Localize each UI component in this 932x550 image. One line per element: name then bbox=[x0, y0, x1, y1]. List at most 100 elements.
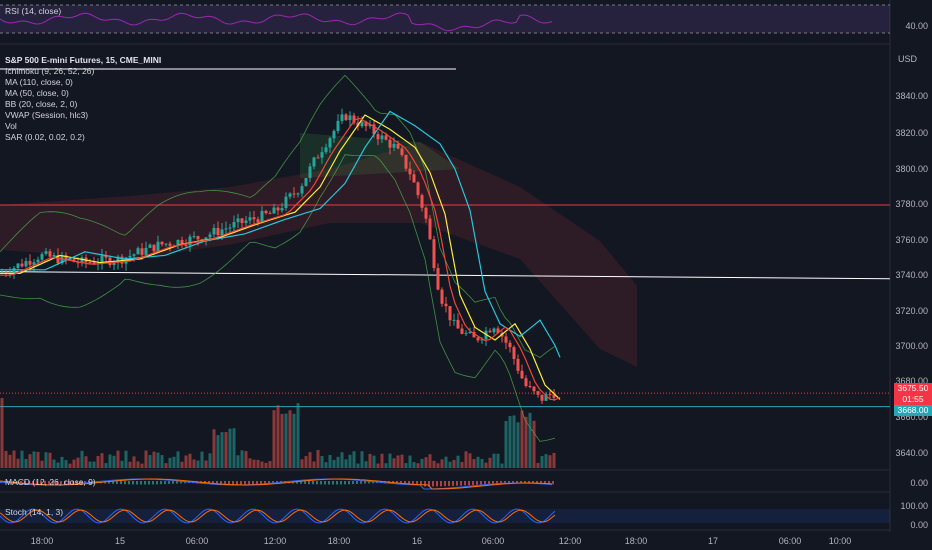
candle-body bbox=[368, 124, 372, 127]
candle-body bbox=[68, 258, 72, 260]
macd-histogram-bar bbox=[152, 481, 154, 485]
macd-histogram-bar bbox=[344, 481, 346, 485]
indicator-ma50[interactable]: MA (50, close, 0) bbox=[5, 88, 69, 98]
macd-histogram-bar bbox=[360, 481, 362, 484]
indicator-bb[interactable]: BB (20, close, 2, 0) bbox=[5, 99, 78, 109]
volume-bar bbox=[244, 451, 248, 468]
candle-body bbox=[464, 332, 468, 334]
candle-body bbox=[152, 244, 156, 252]
time-tick: 10:00 bbox=[828, 536, 852, 546]
macd-histogram-bar bbox=[300, 481, 302, 484]
candle-body bbox=[44, 251, 48, 254]
volume-bar bbox=[128, 461, 132, 468]
volume-bar bbox=[132, 456, 136, 468]
bollinger-upper bbox=[0, 74, 556, 358]
volume-bar bbox=[176, 451, 180, 468]
indicator-vol[interactable]: Vol bbox=[5, 121, 17, 131]
candle-body bbox=[300, 186, 304, 194]
volume-bar bbox=[156, 452, 160, 468]
candle-body bbox=[348, 115, 352, 121]
indicator-vwap[interactable]: VWAP (Session, hlc3) bbox=[5, 110, 89, 120]
candle-body bbox=[220, 229, 224, 236]
candle-body bbox=[352, 115, 356, 123]
macd-histogram-bar bbox=[304, 481, 306, 484]
macd-histogram-bar bbox=[248, 481, 250, 485]
macd-histogram-bar bbox=[372, 481, 374, 484]
macd-histogram-bar bbox=[440, 481, 442, 487]
current-price-tag: 3675.50 bbox=[894, 383, 932, 394]
candle-body bbox=[196, 236, 200, 240]
volume-bar bbox=[424, 457, 428, 468]
volume-bar bbox=[192, 459, 196, 468]
candle-body bbox=[380, 135, 384, 140]
candle-body bbox=[448, 306, 452, 321]
macd-histogram-bar bbox=[68, 481, 70, 485]
volume-bar bbox=[500, 463, 504, 468]
candle-body bbox=[160, 241, 164, 245]
candle-body bbox=[36, 259, 40, 263]
candle-body bbox=[552, 394, 556, 398]
macd-histogram-bar bbox=[404, 481, 406, 485]
rsi-line bbox=[0, 12, 553, 32]
volume-bar bbox=[516, 422, 520, 468]
macd-histogram-bar bbox=[524, 481, 526, 484]
candle-body bbox=[296, 193, 300, 195]
volume-bar bbox=[304, 456, 308, 468]
indicator-sar[interactable]: SAR (0.02, 0.02, 0.2) bbox=[5, 132, 85, 142]
volume-bar bbox=[12, 450, 16, 468]
volume-bar bbox=[272, 410, 276, 468]
macd-histogram-bar bbox=[500, 481, 502, 484]
macd-histogram-bar bbox=[444, 481, 446, 487]
price-tick: 3760.00 bbox=[895, 235, 928, 245]
price-tick: 3660.00 bbox=[895, 412, 928, 422]
macd-histogram-bar bbox=[76, 481, 78, 484]
macd-histogram-bar bbox=[112, 481, 114, 484]
volume-bar bbox=[264, 462, 268, 468]
candle-body bbox=[188, 236, 192, 246]
time-tick: 18:00 bbox=[327, 536, 351, 546]
volume-bar bbox=[24, 458, 28, 468]
volume-bar bbox=[544, 454, 548, 468]
volume-bar bbox=[448, 461, 452, 468]
macd-label[interactable]: MACD (12, 26, close, 9) bbox=[5, 477, 96, 487]
volume-bar bbox=[460, 461, 464, 468]
volume-bar bbox=[108, 454, 112, 468]
macd-histogram-bar bbox=[464, 481, 466, 486]
candle-body bbox=[540, 394, 544, 401]
macd-level-label: 0.00 bbox=[910, 478, 928, 488]
candle-body bbox=[244, 220, 248, 224]
candle-body bbox=[292, 193, 296, 195]
symbol-title[interactable]: S&P 500 E-mini Futures, 15, CME_MINI bbox=[5, 55, 162, 65]
macd-histogram-bar bbox=[132, 481, 134, 485]
stoch-label[interactable]: Stoch (14, 1, 3) bbox=[5, 507, 64, 517]
indicator-ma110[interactable]: MA (110, close, 0) bbox=[5, 77, 73, 87]
trendline bbox=[0, 271, 891, 280]
macd-histogram-bar bbox=[308, 481, 310, 485]
macd-histogram-bar bbox=[320, 481, 322, 485]
indicator-ichimoku[interactable]: Ichimoku (9, 26, 52, 26) bbox=[5, 66, 95, 76]
candle-body bbox=[180, 240, 184, 245]
candle-body bbox=[496, 328, 500, 334]
volume-bar bbox=[224, 432, 228, 468]
volume-bar bbox=[416, 463, 420, 468]
volume-bar bbox=[260, 461, 264, 468]
price-tick: 3840.00 bbox=[895, 91, 928, 101]
candle-body bbox=[492, 328, 496, 333]
candle-body bbox=[528, 385, 532, 387]
volume-bar bbox=[348, 454, 352, 468]
candle-body bbox=[420, 195, 424, 208]
volume-bar bbox=[492, 453, 496, 468]
rsi-label[interactable]: RSI (14, close) bbox=[5, 6, 62, 16]
candle-body bbox=[524, 378, 528, 386]
macd-histogram-bar bbox=[256, 481, 258, 485]
macd-histogram-bar bbox=[264, 481, 266, 484]
candle-body bbox=[280, 208, 284, 211]
macd-histogram-bar bbox=[228, 481, 230, 485]
macd-histogram-bar bbox=[252, 481, 254, 485]
volume-bar bbox=[104, 463, 108, 468]
volume-bar bbox=[364, 461, 368, 468]
price-tick: 3820.00 bbox=[895, 128, 928, 138]
candle-body bbox=[176, 240, 180, 247]
